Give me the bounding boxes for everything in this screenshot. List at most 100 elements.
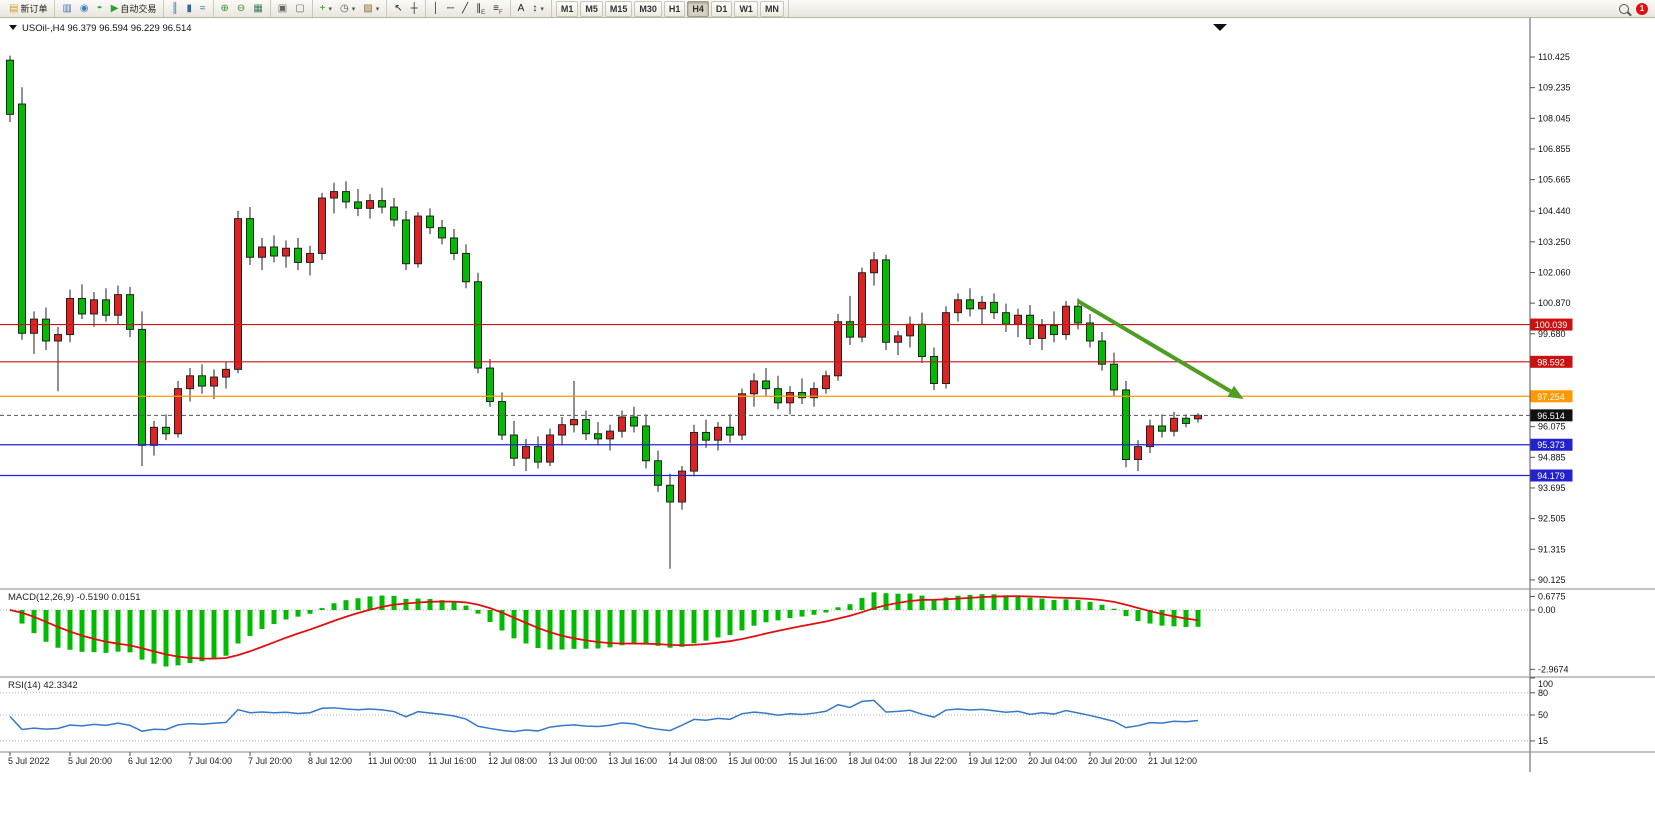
candle [978,295,986,325]
timeframe-m1[interactable]: M1 [555,0,579,17]
profiles-button[interactable]: ◉ [76,1,93,17]
equidistant-channel-icon-sub: E [481,9,486,16]
text-button[interactable]: A [514,1,529,17]
candle [942,306,950,389]
timeframe-m5[interactable]: M5 [580,0,603,17]
timeframe-m30[interactable]: M30 [634,0,662,17]
cursor-button[interactable]: ↖ [390,1,406,17]
candle-body [1026,314,1034,339]
price-badge [1530,390,1573,403]
candle-chart-button[interactable]: ▮ [183,1,197,17]
crosshair-button[interactable]: ┼ [407,1,422,17]
new-order-button[interactable]: ▤ 新订单 [5,1,51,17]
arrows-button[interactable]: ↕ ▾ [528,1,548,17]
candle-body [138,328,146,446]
time-label: 11 Jul 16:00 [428,756,476,766]
candle-body [666,484,674,503]
candle-body [378,200,386,208]
timeframe-h4[interactable]: H4 [687,0,709,17]
candle [282,240,290,268]
rsi-scale-label: 80 [1538,688,1548,698]
candle [90,292,98,327]
timeframe-d1[interactable]: D1 [710,0,733,17]
candle-body [270,246,278,257]
bar-chart-button[interactable]: ║ [167,1,182,17]
candle-body [1038,325,1046,339]
price-badge [1530,318,1573,331]
candle-body [642,425,650,462]
new-chart-button[interactable]: ▥ [58,1,75,17]
tile-windows-button[interactable]: ▣ [274,1,291,17]
toolbar-group: ⊕ ⊖ ▦ [214,0,271,17]
timeframe-w1[interactable]: W1 [734,0,758,17]
search-icon[interactable] [1619,3,1629,14]
periods-button[interactable]: ◷ ▾ [336,1,359,17]
auto-trade-button[interactable]: ▶ 自动交易 [107,1,161,17]
trend-arrow-head[interactable] [1227,385,1244,399]
timeframe-m15[interactable]: M15 [604,0,633,17]
candle-body [762,380,770,390]
candle-body [1122,389,1130,460]
candle [786,386,794,415]
toolbar-group: ↖ ┼ [387,0,426,17]
candle-body [1110,363,1118,391]
cascade-windows-button[interactable]: ▢ [291,1,308,17]
trendline-button[interactable]: ╱ [458,1,472,17]
indicators-button[interactable]: + ▾ [316,1,336,17]
notification-badge[interactable]: 1 [1636,2,1648,15]
trend-arrow-line[interactable] [1076,299,1232,394]
rsi-line [9,699,1199,733]
candle [966,288,974,317]
zoom-in-button[interactable]: ⊕ [217,1,233,17]
candle-body [162,426,170,435]
timeframe-h1[interactable]: H1 [663,0,686,17]
grid-button[interactable]: ▦ [249,1,266,17]
candle-body [678,470,686,503]
time-label: 5 Jul 20:00 [68,756,112,766]
candle [354,189,362,217]
time-label: 21 Jul 12:00 [1148,756,1197,766]
time-label: 6 Jul 12:00 [128,756,172,766]
candle-body [1194,414,1202,420]
dropdown-arrow-icon: ▾ [328,5,333,13]
candle-body [54,334,62,342]
candle-body [498,401,506,436]
fibonacci-button[interactable]: ≡ F [489,1,507,17]
candle [858,267,866,343]
price-shift-marker[interactable] [1213,24,1227,31]
line-chart-button[interactable]: ≈ [196,1,210,17]
candle [570,380,578,433]
candle-body [546,434,554,463]
horizontal-line-button[interactable]: ─ [443,1,458,17]
candle [678,465,686,510]
alerts-icon: ◓ [96,2,103,14]
candle-body [834,321,842,377]
chart-canvas[interactable]: 110.425 109.235 108.045 106.855 105.665 104.4… [0,18,1655,816]
price-tick-label: 102.060 [1538,267,1571,277]
zoom-out-button[interactable]: ⊖ [233,1,249,17]
candle-body [990,301,998,314]
grid-icon: ▦ [253,2,263,14]
timeframe-mn[interactable]: MN [759,0,784,17]
price-tick-label: 106.855 [1538,144,1571,154]
symbol-dropdown-icon[interactable] [9,25,17,30]
candle [162,414,170,441]
time-label: 8 Jul 12:00 [308,756,352,766]
channel-button[interactable]: ∥ E [472,1,489,17]
candle-body [198,375,206,387]
candle-body [390,206,398,221]
candle-body [462,252,470,283]
tile-windows-icon: ▣ [277,2,288,14]
alerts-button[interactable]: ◓ [93,1,107,17]
templates-button[interactable]: ▨ ▾ [359,1,383,17]
profiles-icon: ◉ [79,2,89,14]
vertical-line-button[interactable]: │ [429,1,443,17]
price-badge [1530,469,1573,482]
price-tick-label: 93.695 [1538,483,1566,493]
macd-panel [0,592,1530,667]
candle-body [582,419,590,435]
fibonacci-icon: ≡ [493,2,499,14]
candle [1158,414,1166,438]
candle [1050,311,1058,343]
macd-signal-line [9,595,1199,660]
